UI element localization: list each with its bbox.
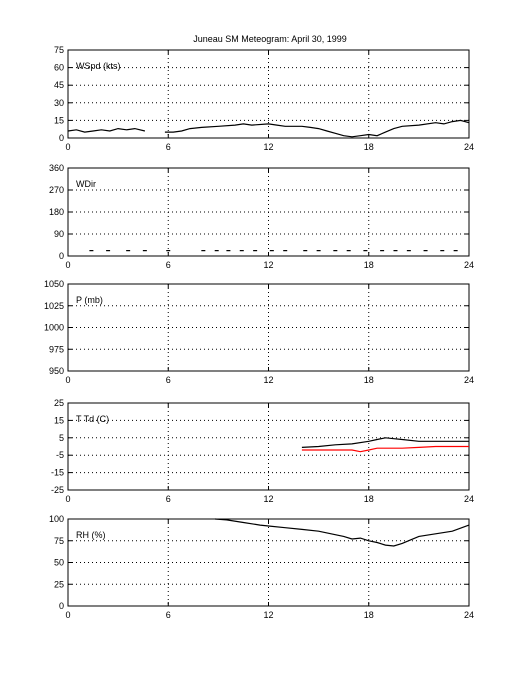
x-tick-label: 12 <box>263 260 273 270</box>
y-tick-label: 15 <box>54 415 64 425</box>
x-tick-label: 0 <box>65 494 70 504</box>
x-tick-label: 12 <box>263 610 273 620</box>
x-tick-label: 6 <box>166 260 171 270</box>
series-line <box>164 119 470 138</box>
y-tick-label: -5 <box>56 450 64 460</box>
y-tick-label: 75 <box>54 536 64 546</box>
x-tick-label: 6 <box>166 375 171 385</box>
x-tick-label: 0 <box>65 142 70 152</box>
panel-4: 0 6 12 18 24 -25 -15 -5 5 15 25 T Td (C) <box>51 398 474 504</box>
panel-label: P (mb) <box>76 295 103 305</box>
y-tick-label: 0 <box>59 251 64 261</box>
y-tick-label: 90 <box>54 229 64 239</box>
x-tick-label: 0 <box>65 610 70 620</box>
x-tick-label: 12 <box>263 494 273 504</box>
x-tick-label: 6 <box>166 610 171 620</box>
x-tick-label: 18 <box>364 142 374 152</box>
x-tick-label: 24 <box>464 610 474 620</box>
x-tick-label: 18 <box>364 260 374 270</box>
series-line <box>301 437 469 448</box>
y-tick-label: 25 <box>54 398 64 408</box>
y-tick-label: -15 <box>51 468 64 478</box>
panel-label: RH (%) <box>76 530 106 540</box>
panel-label: WSpd (kts) <box>76 61 121 71</box>
y-tick-label: 30 <box>54 98 64 108</box>
plot-area <box>67 402 470 491</box>
x-tick-label: 24 <box>464 260 474 270</box>
x-tick-label: 24 <box>464 375 474 385</box>
x-tick-label: 24 <box>464 142 474 152</box>
panel-1: 0 6 12 18 24 0 15 30 45 60 75 WSpd (kts) <box>54 45 474 152</box>
x-tick-label: 12 <box>263 142 273 152</box>
y-tick-label: 100 <box>49 514 64 524</box>
panel-label: WDir <box>76 179 96 189</box>
series-line <box>214 518 470 547</box>
series-line <box>301 445 469 453</box>
x-tick-label: 12 <box>263 375 273 385</box>
y-tick-label: 1050 <box>44 279 64 289</box>
y-tick-label: 270 <box>49 185 64 195</box>
x-tick-label: 0 <box>65 260 70 270</box>
x-tick-label: 18 <box>364 494 374 504</box>
y-tick-label: 0 <box>59 601 64 611</box>
x-tick-label: 18 <box>364 610 374 620</box>
x-tick-label: 0 <box>65 375 70 385</box>
y-tick-label: 50 <box>54 558 64 568</box>
y-tick-label: -25 <box>51 485 64 495</box>
y-tick-label: 180 <box>49 207 64 217</box>
y-tick-label: 975 <box>49 344 64 354</box>
y-tick-label: 25 <box>54 579 64 589</box>
x-tick-label: 6 <box>166 494 171 504</box>
x-tick-label: 18 <box>364 375 374 385</box>
y-tick-label: 360 <box>49 163 64 173</box>
y-tick-label: 75 <box>54 45 64 55</box>
panel-label: T Td (C) <box>76 414 109 424</box>
y-tick-label: 60 <box>54 63 64 73</box>
y-tick-label: 1025 <box>44 301 64 311</box>
y-tick-label: 950 <box>49 366 64 376</box>
x-tick-label: 24 <box>464 494 474 504</box>
panel-3: 0 6 12 18 24 950 975 1000 1025 1050 P (mb) <box>44 279 474 385</box>
panel-5: 0 6 12 18 24 0 25 50 75 100 RH (%) <box>49 514 474 620</box>
y-tick-label: 45 <box>54 80 64 90</box>
series-line <box>67 127 146 133</box>
panel-2: 0 6 12 18 24 0 90 180 270 360 WDir <box>49 163 474 270</box>
x-tick-label: 6 <box>166 142 171 152</box>
y-tick-label: 15 <box>54 115 64 125</box>
y-tick-label: 1000 <box>44 323 64 333</box>
y-tick-label: 0 <box>59 133 64 143</box>
y-tick-label: 5 <box>59 433 64 443</box>
figure-title: Juneau SM Meteogram: April 30, 1999 <box>193 34 347 44</box>
